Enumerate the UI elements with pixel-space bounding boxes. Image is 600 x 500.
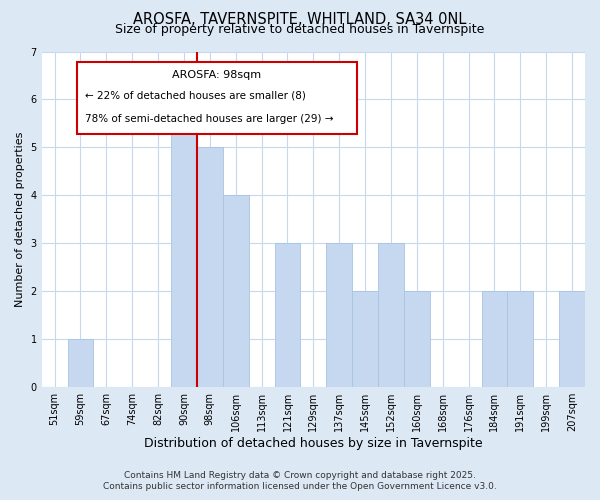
Bar [352, 292, 378, 387]
Bar [404, 292, 430, 387]
X-axis label: Distribution of detached houses by size in Tavernspite: Distribution of detached houses by size … [144, 437, 482, 450]
Text: 78% of semi-detached houses are larger (29) →: 78% of semi-detached houses are larger (… [85, 114, 334, 124]
Bar [559, 292, 585, 387]
Text: AROSFA, TAVERNSPITE, WHITLAND, SA34 0NL: AROSFA, TAVERNSPITE, WHITLAND, SA34 0NL [133, 12, 467, 28]
Bar [197, 148, 223, 387]
Text: Contains public sector information licensed under the Open Government Licence v3: Contains public sector information licen… [103, 482, 497, 491]
Text: Size of property relative to detached houses in Tavernspite: Size of property relative to detached ho… [115, 22, 485, 36]
Bar [482, 292, 508, 387]
Bar [275, 244, 301, 387]
Bar [326, 244, 352, 387]
Bar [171, 100, 197, 387]
Bar [68, 339, 94, 387]
Text: ← 22% of detached houses are smaller (8): ← 22% of detached houses are smaller (8) [85, 90, 306, 100]
Bar [223, 196, 248, 387]
Text: Contains HM Land Registry data © Crown copyright and database right 2025.: Contains HM Land Registry data © Crown c… [124, 471, 476, 480]
Text: AROSFA: 98sqm: AROSFA: 98sqm [172, 70, 262, 80]
FancyBboxPatch shape [77, 62, 357, 134]
Bar [378, 244, 404, 387]
Y-axis label: Number of detached properties: Number of detached properties [15, 132, 25, 307]
Bar [508, 292, 533, 387]
